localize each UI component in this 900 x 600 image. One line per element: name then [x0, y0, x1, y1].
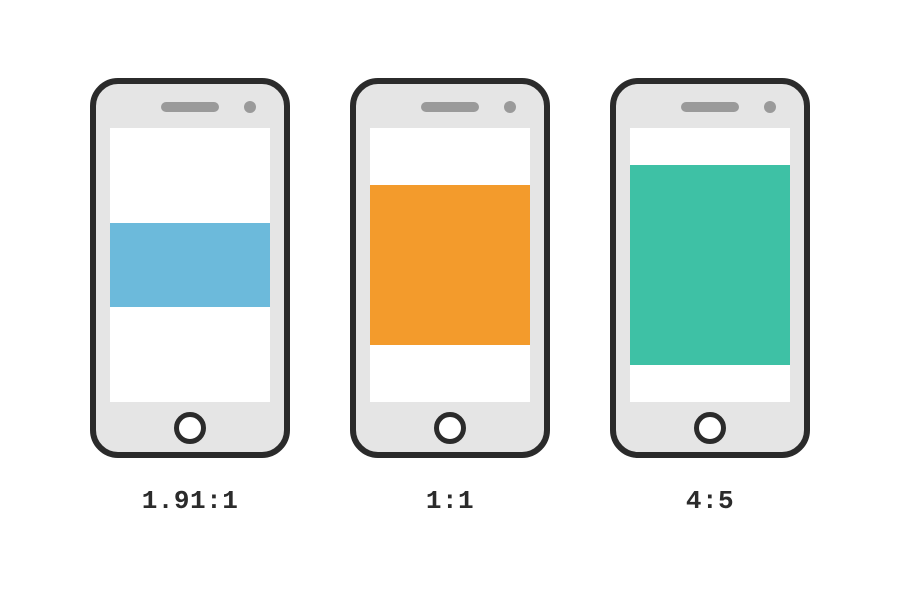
phone-screen — [630, 128, 790, 402]
ratio-col-landscape: 1.91:1 — [90, 78, 290, 516]
ratio-swatch-square — [370, 185, 530, 345]
phone-screen — [370, 128, 530, 402]
ratio-label: 4:5 — [686, 486, 734, 516]
aspect-ratio-diagram: 1.91:1 1:1 4:5 — [0, 0, 900, 600]
speaker-icon — [681, 102, 739, 112]
phone-icon — [610, 78, 810, 458]
speaker-icon — [161, 102, 219, 112]
camera-icon — [764, 101, 776, 113]
speaker-icon — [421, 102, 479, 112]
phone-icon — [350, 78, 550, 458]
ratio-swatch-portrait — [630, 165, 790, 365]
phone-screen — [110, 128, 270, 402]
home-button-icon — [434, 412, 466, 444]
ratio-label: 1:1 — [426, 486, 474, 516]
camera-icon — [504, 101, 516, 113]
ratio-swatch-landscape — [110, 223, 270, 307]
ratio-label: 1.91:1 — [142, 486, 239, 516]
home-button-icon — [694, 412, 726, 444]
camera-icon — [244, 101, 256, 113]
ratio-col-square: 1:1 — [350, 78, 550, 516]
home-button-icon — [174, 412, 206, 444]
phone-icon — [90, 78, 290, 458]
ratio-col-portrait: 4:5 — [610, 78, 810, 516]
